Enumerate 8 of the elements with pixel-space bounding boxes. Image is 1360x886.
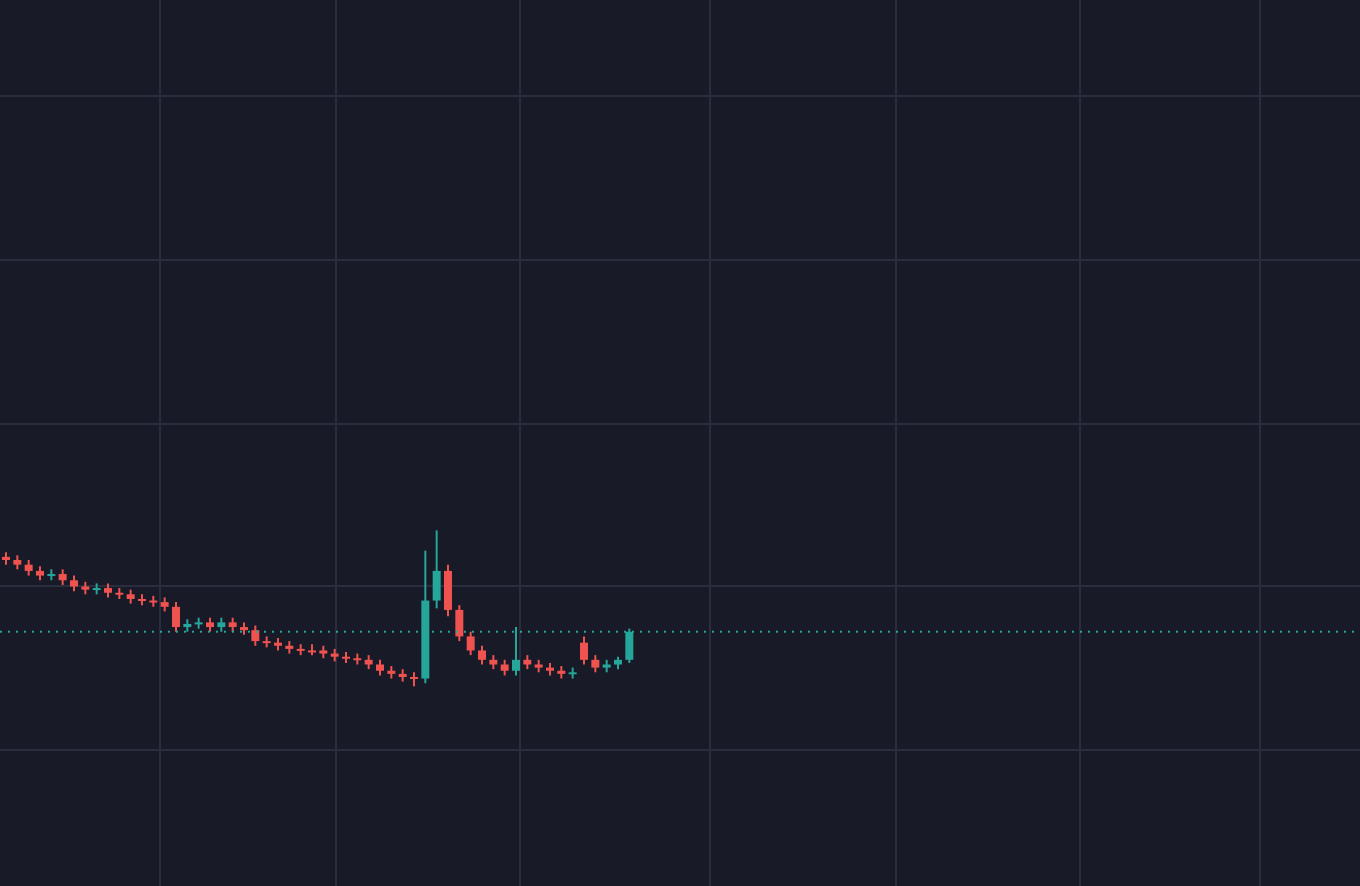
candlestick xyxy=(432,529,441,610)
candlestick xyxy=(478,644,486,666)
candlestick xyxy=(251,624,260,647)
candlestick xyxy=(580,635,588,666)
candlestick xyxy=(444,563,452,618)
candlestick xyxy=(455,604,464,643)
candlestick xyxy=(466,630,475,657)
candlestick xyxy=(172,601,180,633)
